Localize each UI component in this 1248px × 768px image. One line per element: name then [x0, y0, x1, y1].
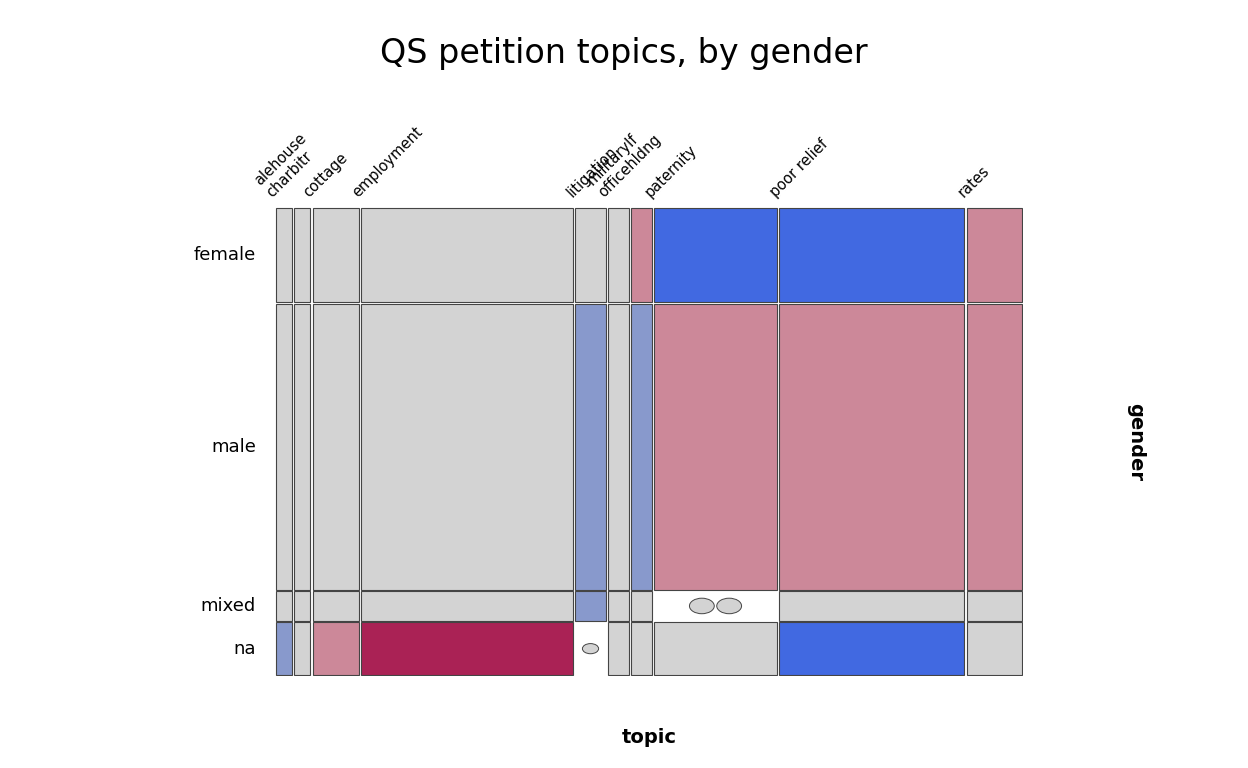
Bar [631, 304, 651, 590]
Bar [779, 304, 965, 590]
Text: litigation: litigation [564, 144, 620, 200]
Bar [295, 208, 311, 303]
Bar [631, 591, 651, 621]
Bar [608, 208, 629, 303]
Text: employment: employment [349, 124, 426, 200]
Bar [313, 208, 359, 303]
Text: cottage: cottage [301, 151, 351, 200]
Text: male: male [211, 438, 256, 455]
Text: paternity: paternity [643, 143, 700, 200]
Bar [362, 208, 573, 303]
Bar [276, 304, 292, 590]
Bar [654, 622, 778, 675]
Bar [631, 208, 651, 303]
Circle shape [689, 598, 714, 614]
Bar [276, 208, 292, 303]
Bar [362, 622, 573, 675]
Bar [575, 591, 605, 621]
Bar [295, 591, 311, 621]
Text: na: na [233, 640, 256, 657]
Bar [654, 304, 778, 590]
Bar [362, 304, 573, 590]
Bar [608, 304, 629, 590]
Bar [276, 622, 292, 675]
Bar [779, 208, 965, 303]
Bar [362, 591, 573, 621]
Text: rates: rates [955, 163, 992, 200]
Bar [608, 622, 629, 675]
Text: female: female [193, 247, 256, 264]
Bar [779, 591, 965, 621]
Bar [967, 622, 1022, 675]
Bar [295, 622, 311, 675]
Bar [313, 622, 359, 675]
Bar [276, 591, 292, 621]
Text: poor relief: poor relief [768, 137, 831, 200]
Text: topic: topic [622, 728, 676, 746]
Bar [967, 208, 1022, 303]
Bar [575, 304, 605, 590]
Circle shape [716, 598, 741, 614]
Bar [779, 622, 965, 675]
Bar [575, 208, 605, 303]
Bar [967, 591, 1022, 621]
Bar [608, 591, 629, 621]
Bar [313, 304, 359, 590]
Bar [313, 591, 359, 621]
Text: gender: gender [1126, 402, 1146, 481]
Bar [295, 304, 311, 590]
Text: militarylf
officehldng: militarylf officehldng [584, 120, 664, 200]
Text: mixed: mixed [201, 597, 256, 615]
Text: alehouse
charbitr: alehouse charbitr [252, 131, 322, 200]
Bar [654, 208, 778, 303]
Circle shape [583, 644, 599, 654]
Text: QS petition topics, by gender: QS petition topics, by gender [381, 38, 867, 70]
Bar [967, 304, 1022, 590]
Bar [631, 622, 651, 675]
